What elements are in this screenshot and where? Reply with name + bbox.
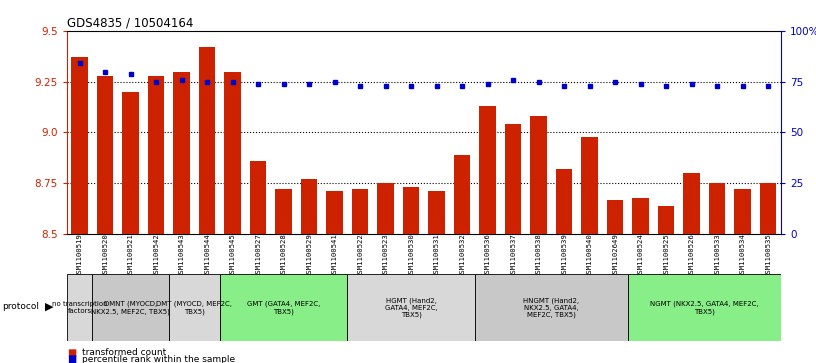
Text: percentile rank within the sample: percentile rank within the sample — [82, 355, 235, 363]
Text: GSM1100529: GSM1100529 — [306, 233, 313, 277]
Bar — [658, 206, 675, 234]
Bar — [475, 274, 628, 341]
Text: GSM1100531: GSM1100531 — [433, 233, 440, 277]
Bar — [326, 191, 343, 234]
Text: HNGMT (Hand2,
NKX2.5, GATA4,
MEF2C, TBX5): HNGMT (Hand2, NKX2.5, GATA4, MEF2C, TBX5… — [523, 297, 579, 318]
Text: GSM1100530: GSM1100530 — [408, 233, 415, 277]
Bar — [348, 274, 475, 341]
Bar — [199, 47, 215, 234]
Text: GSM1100526: GSM1100526 — [689, 233, 694, 277]
Text: GSM1100541: GSM1100541 — [331, 233, 338, 277]
Text: GSM1102649: GSM1102649 — [612, 233, 619, 277]
Text: protocol: protocol — [2, 302, 38, 311]
Text: GSM1100542: GSM1100542 — [153, 233, 159, 277]
Text: GDS4835 / 10504164: GDS4835 / 10504164 — [67, 17, 193, 30]
Text: GSM1100533: GSM1100533 — [714, 233, 721, 277]
Text: GSM1100522: GSM1100522 — [357, 233, 363, 277]
Text: GSM1100534: GSM1100534 — [739, 233, 746, 277]
Bar — [556, 169, 573, 234]
Text: GSM1100524: GSM1100524 — [637, 233, 644, 277]
Bar — [734, 189, 751, 234]
Text: GMT (GATA4, MEF2C,
TBX5): GMT (GATA4, MEF2C, TBX5) — [247, 301, 321, 315]
Text: no transcription
factors: no transcription factors — [52, 301, 108, 314]
Bar — [352, 189, 369, 234]
Text: GSM1100525: GSM1100525 — [663, 233, 669, 277]
Text: GSM1100523: GSM1100523 — [383, 233, 388, 277]
Bar — [479, 106, 496, 234]
Bar — [581, 136, 598, 234]
Text: GSM1100532: GSM1100532 — [459, 233, 465, 277]
Text: ■: ■ — [67, 354, 76, 363]
Bar — [250, 161, 267, 234]
Bar — [760, 183, 777, 234]
Bar — [454, 155, 471, 234]
Text: NGMT (NKX2.5, GATA4, MEF2C,
TBX5): NGMT (NKX2.5, GATA4, MEF2C, TBX5) — [650, 301, 759, 315]
Bar — [632, 197, 649, 234]
Text: GSM1100539: GSM1100539 — [561, 233, 567, 277]
Text: GSM1100536: GSM1100536 — [485, 233, 490, 277]
Bar — [607, 200, 623, 234]
Bar — [71, 57, 88, 234]
Bar — [403, 187, 419, 234]
Bar — [530, 116, 547, 234]
Text: ■: ■ — [67, 348, 76, 358]
Text: ▶: ▶ — [45, 302, 53, 312]
Text: GSM1100544: GSM1100544 — [204, 233, 211, 277]
Text: HGMT (Hand2,
GATA4, MEF2C,
TBX5): HGMT (Hand2, GATA4, MEF2C, TBX5) — [385, 297, 437, 318]
Bar — [92, 274, 169, 341]
Bar — [122, 92, 139, 234]
Text: GSM1100528: GSM1100528 — [281, 233, 286, 277]
Bar — [169, 274, 220, 341]
Text: GSM1100545: GSM1100545 — [229, 233, 236, 277]
Bar — [148, 76, 165, 234]
Bar — [67, 274, 92, 341]
Bar — [220, 274, 348, 341]
Bar — [377, 183, 394, 234]
Text: GSM1100540: GSM1100540 — [587, 233, 592, 277]
Text: GSM1100521: GSM1100521 — [127, 233, 134, 277]
Bar — [301, 179, 317, 234]
Text: DMNT (MYOCD,
NKX2.5, MEF2C, TBX5): DMNT (MYOCD, NKX2.5, MEF2C, TBX5) — [91, 301, 170, 315]
Bar — [628, 274, 781, 341]
Text: GSM1100537: GSM1100537 — [510, 233, 517, 277]
Text: GSM1100519: GSM1100519 — [77, 233, 82, 277]
Text: DMT (MYOCD, MEF2C,
TBX5): DMT (MYOCD, MEF2C, TBX5) — [157, 301, 233, 315]
Text: transformed count: transformed count — [82, 348, 166, 357]
Bar — [428, 191, 445, 234]
Bar — [683, 173, 700, 234]
Text: GSM1100535: GSM1100535 — [765, 233, 771, 277]
Text: GSM1100527: GSM1100527 — [255, 233, 261, 277]
Bar — [173, 72, 190, 234]
Bar — [505, 125, 521, 234]
Text: GSM1100538: GSM1100538 — [535, 233, 542, 277]
Text: GSM1100520: GSM1100520 — [102, 233, 109, 277]
Bar — [709, 183, 725, 234]
Bar — [97, 76, 113, 234]
Bar — [275, 189, 292, 234]
Bar — [224, 72, 241, 234]
Text: GSM1100543: GSM1100543 — [179, 233, 184, 277]
